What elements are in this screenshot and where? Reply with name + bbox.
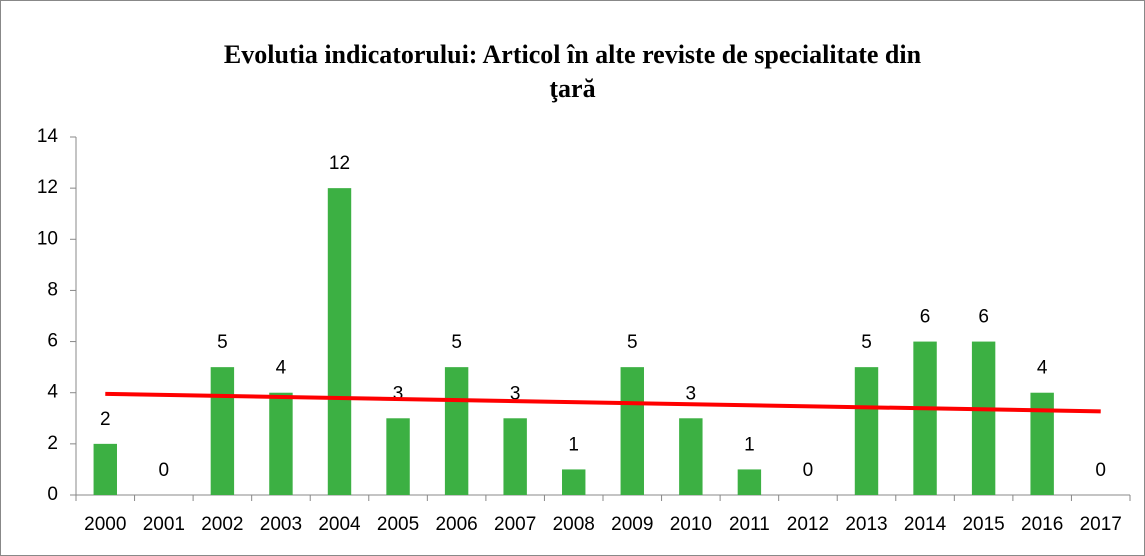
data-label: 1 bbox=[744, 434, 755, 455]
bar bbox=[1030, 392, 1054, 495]
x-tick-label: 2013 bbox=[845, 514, 887, 535]
x-tick-label: 2016 bbox=[1021, 514, 1063, 535]
bar bbox=[93, 443, 117, 495]
data-label: 12 bbox=[329, 153, 350, 174]
data-label: 6 bbox=[978, 307, 989, 328]
x-tick-label: 2012 bbox=[787, 514, 829, 535]
y-tick-label: 14 bbox=[37, 126, 59, 147]
trendline bbox=[105, 391, 1101, 414]
x-tick-label: 2003 bbox=[260, 514, 302, 535]
data-label: 3 bbox=[686, 383, 697, 404]
data-label: 6 bbox=[920, 307, 931, 328]
bar bbox=[386, 418, 410, 495]
x-tick-label: 2007 bbox=[494, 514, 536, 535]
data-label: 5 bbox=[861, 332, 872, 353]
x-tick-label: 2010 bbox=[670, 514, 712, 535]
y-tick-label: 2 bbox=[47, 433, 58, 454]
chart-title: Evolutia indicatorului: Articol în alte … bbox=[223, 40, 922, 103]
data-label: 3 bbox=[393, 383, 404, 404]
data-label: 3 bbox=[510, 383, 521, 404]
bar bbox=[503, 418, 527, 495]
data-label: 1 bbox=[568, 434, 579, 455]
bar bbox=[269, 392, 293, 495]
bar bbox=[971, 341, 996, 495]
bar bbox=[210, 367, 235, 495]
bar bbox=[737, 469, 762, 495]
bar bbox=[620, 367, 644, 495]
data-label: 0 bbox=[803, 460, 814, 481]
y-tick-label: 10 bbox=[37, 228, 58, 249]
bar bbox=[327, 188, 352, 495]
y-tick-label: 8 bbox=[47, 279, 58, 300]
y-tick-label: 4 bbox=[47, 382, 58, 403]
data-label: 4 bbox=[276, 358, 287, 379]
data-label: 5 bbox=[451, 332, 462, 353]
data-label: 5 bbox=[217, 332, 228, 353]
x-tick-label: 2014 bbox=[904, 514, 947, 535]
x-tick-label: 2011 bbox=[729, 514, 770, 535]
bar bbox=[679, 418, 703, 495]
data-label: 2 bbox=[100, 409, 111, 430]
title-box: Evolutia indicatorului: Articol în alte … bbox=[0, 38, 1145, 106]
x-tick-label: 2001 bbox=[143, 514, 185, 535]
x-tick-label: 2008 bbox=[553, 514, 595, 535]
data-label: 0 bbox=[1095, 460, 1106, 481]
x-tick-label: 2002 bbox=[201, 514, 243, 535]
y-tick-label: 6 bbox=[47, 331, 58, 352]
y-tick-label: 0 bbox=[47, 484, 58, 505]
bar bbox=[854, 367, 879, 495]
x-tick-label: 2006 bbox=[435, 514, 477, 535]
data-label: 0 bbox=[159, 460, 170, 481]
x-tick-label: 2004 bbox=[318, 514, 361, 535]
bar bbox=[913, 341, 937, 495]
data-label: 4 bbox=[1037, 358, 1048, 379]
x-tick-label: 2000 bbox=[84, 514, 126, 535]
x-tick-label: 2017 bbox=[1080, 514, 1122, 535]
bar bbox=[562, 469, 586, 495]
bar bbox=[444, 367, 469, 495]
x-tick-label: 2005 bbox=[377, 514, 419, 535]
data-label: 5 bbox=[627, 332, 638, 353]
y-tick-label: 12 bbox=[37, 177, 58, 198]
x-tick-label: 2009 bbox=[611, 514, 653, 535]
x-tick-label: 2015 bbox=[962, 514, 1004, 535]
